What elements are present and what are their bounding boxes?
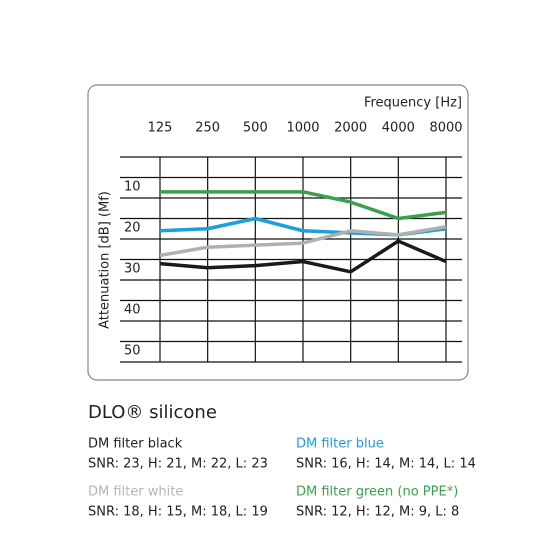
x-tick-label: 500 xyxy=(243,121,268,136)
x-tick-label: 1000 xyxy=(286,121,319,136)
y-tick-label: 50 xyxy=(124,344,141,359)
chart-frame xyxy=(87,84,469,381)
legend-snr: SNR: 23, H: 21, M: 22, L: 23 xyxy=(88,457,268,472)
legend-name: DM filter white xyxy=(88,485,183,500)
series-line xyxy=(159,224,447,258)
y-tick-label: 10 xyxy=(124,180,141,195)
chart-title: DLO® silicone xyxy=(88,402,217,423)
x-tick-label: 125 xyxy=(148,121,173,136)
y-tick-label: 20 xyxy=(124,221,141,236)
x-tick-label: 2000 xyxy=(334,121,367,136)
x-tick-label: 4000 xyxy=(382,121,415,136)
series-line xyxy=(159,239,447,274)
legend-name: DM filter green (no PPE*) xyxy=(296,485,458,500)
x-axis-label: Frequency [Hz] xyxy=(364,96,462,111)
y-tick-label: 30 xyxy=(124,262,141,277)
x-tick-label: 250 xyxy=(195,121,220,136)
legend-snr: SNR: 12, H: 12, M: 9, L: 8 xyxy=(296,505,459,520)
legend-name: DM filter black xyxy=(88,437,183,452)
legend-name: DM filter blue xyxy=(296,437,384,452)
legend-snr: SNR: 16, H: 14, M: 14, L: 14 xyxy=(296,457,476,472)
legend-snr: SNR: 18, H: 15, M: 18, L: 19 xyxy=(88,505,268,520)
series-line xyxy=(160,190,447,221)
y-tick-label: 40 xyxy=(124,303,141,318)
x-tick-label: 8000 xyxy=(429,121,462,136)
y-axis-label: Attenuation [dB] (Mf) xyxy=(98,191,113,329)
